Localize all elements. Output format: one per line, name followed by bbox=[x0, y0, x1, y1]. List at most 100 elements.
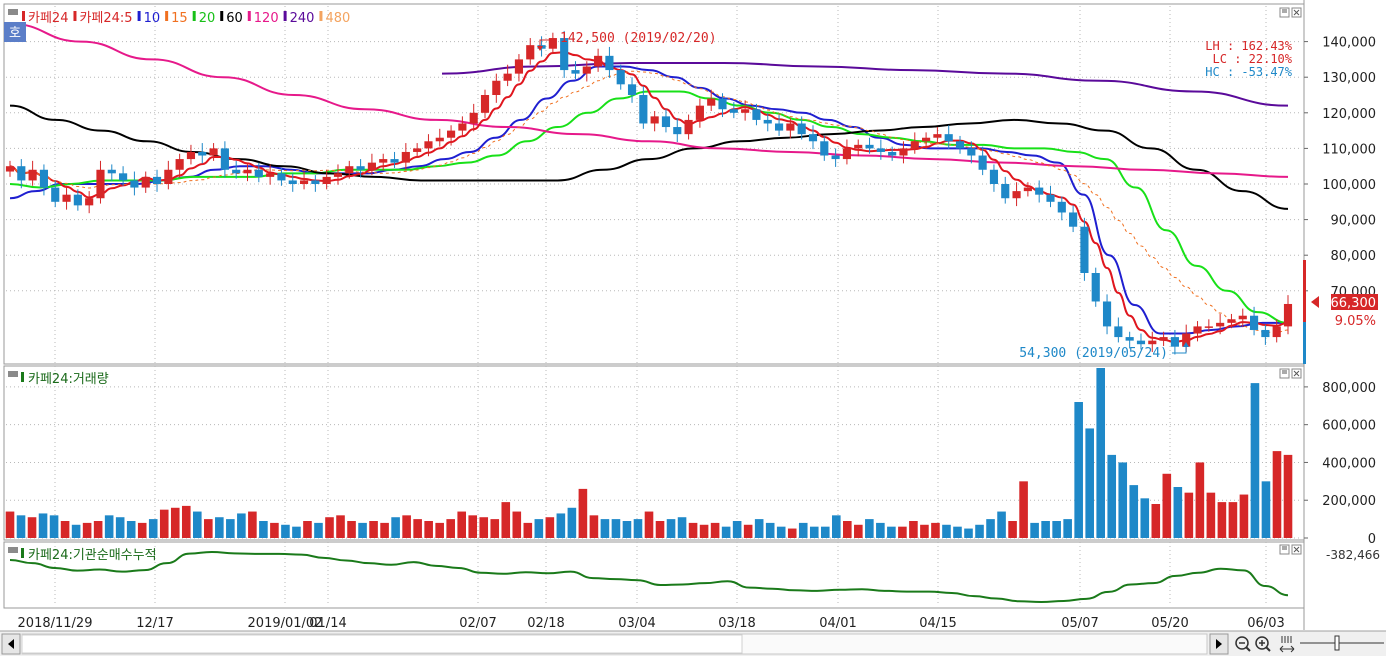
volume-bar bbox=[1162, 473, 1172, 538]
zoom-in-button[interactable] bbox=[1255, 636, 1271, 652]
candle bbox=[1136, 340, 1146, 345]
volume-bar bbox=[424, 521, 433, 538]
x-tick-label: 03/18 bbox=[718, 616, 755, 631]
volume-bar bbox=[204, 519, 213, 538]
legend-swatch-1 bbox=[73, 11, 77, 21]
candle bbox=[1227, 319, 1236, 323]
candle bbox=[842, 148, 851, 160]
volume-bar bbox=[975, 524, 984, 538]
candle bbox=[413, 148, 422, 152]
candle bbox=[17, 166, 26, 181]
x-tick-label: 05/07 bbox=[1061, 616, 1098, 631]
volume-bar bbox=[1261, 481, 1271, 538]
candle bbox=[141, 176, 150, 188]
institution-line bbox=[9, 550, 1289, 604]
candle bbox=[435, 137, 444, 142]
candle bbox=[186, 151, 196, 160]
volume-bar bbox=[1151, 504, 1161, 538]
volume-bar bbox=[71, 524, 81, 538]
candle bbox=[220, 148, 229, 170]
volume-bar bbox=[699, 524, 709, 538]
zoom-out-icon bbox=[1235, 636, 1249, 650]
candle bbox=[469, 112, 478, 124]
scroll-right-button[interactable] bbox=[1209, 633, 1229, 655]
volume-bar bbox=[589, 515, 599, 538]
candle bbox=[367, 162, 376, 170]
volume-bar bbox=[1107, 454, 1117, 538]
bar-width-button[interactable] bbox=[1279, 636, 1295, 653]
candle bbox=[492, 80, 501, 95]
x-tick-label: 02/18 bbox=[527, 616, 564, 631]
scroll-thumb[interactable] bbox=[21, 634, 743, 654]
candle bbox=[741, 109, 750, 113]
candle bbox=[390, 159, 399, 163]
volume-bar bbox=[336, 515, 345, 538]
volume-panel-controls[interactable] bbox=[1279, 368, 1302, 379]
candle bbox=[424, 141, 433, 149]
legend-item-3[interactable]: 15 bbox=[171, 11, 188, 26]
candle bbox=[130, 180, 139, 188]
candle bbox=[1125, 337, 1134, 341]
volume-bar bbox=[953, 526, 962, 538]
zoom-slider-handle[interactable] bbox=[1334, 635, 1340, 651]
ho-badge-label: 호 bbox=[9, 26, 21, 41]
volume-bar bbox=[248, 511, 257, 538]
scroll-left-button[interactable] bbox=[1, 633, 21, 655]
legend-item-8[interactable]: 480 bbox=[325, 11, 350, 26]
ho-badge[interactable]: 호 bbox=[4, 22, 26, 42]
price-legend: 카페24 카페24:5 10 15 20 60 120 240 480 bbox=[8, 9, 350, 26]
volume-bar bbox=[358, 522, 367, 538]
legend-swatch-5 bbox=[220, 11, 224, 21]
candle bbox=[774, 123, 784, 131]
volume-bar bbox=[226, 519, 235, 538]
volume-bar bbox=[369, 521, 378, 538]
candle bbox=[503, 73, 512, 81]
high-annotation: 142,500 (2019/02/20) bbox=[537, 31, 717, 51]
candle bbox=[232, 169, 241, 174]
legend-item-2[interactable]: 10 bbox=[144, 11, 161, 26]
price-panel-controls[interactable] bbox=[1279, 7, 1302, 18]
legend-item-1[interactable]: 카페24:5 bbox=[79, 11, 132, 26]
volume-bar bbox=[1063, 519, 1072, 538]
candle bbox=[673, 127, 682, 135]
candle bbox=[944, 134, 953, 142]
volume-bar bbox=[876, 522, 885, 538]
candle bbox=[333, 173, 343, 177]
volume-bar bbox=[633, 519, 643, 538]
volume-bar bbox=[303, 521, 312, 538]
candle bbox=[1114, 326, 1123, 338]
candle bbox=[627, 84, 637, 95]
volume-bar bbox=[534, 519, 544, 538]
legend-item-4[interactable]: 20 bbox=[199, 11, 216, 26]
candle bbox=[571, 70, 580, 74]
candle bbox=[978, 155, 987, 170]
low-label: 54,300 (2019/05/24) bbox=[1019, 346, 1168, 361]
volume-bar bbox=[468, 515, 478, 538]
x-tick-label: 12/17 bbox=[136, 616, 173, 631]
volume-bar bbox=[556, 513, 566, 538]
volume-bar bbox=[688, 522, 698, 538]
price-tag-label: 66,300 bbox=[1331, 296, 1377, 311]
candle bbox=[480, 95, 490, 113]
volume-bar bbox=[93, 521, 103, 538]
zoom-out-button[interactable] bbox=[1235, 636, 1251, 652]
legend-item-6[interactable]: 120 bbox=[254, 11, 279, 26]
legend-item-7[interactable]: 240 bbox=[290, 11, 315, 26]
candle bbox=[96, 169, 105, 199]
candle bbox=[1249, 315, 1259, 330]
volume-bar bbox=[809, 526, 819, 538]
candle bbox=[865, 144, 874, 149]
legend-item-0[interactable]: 카페24 bbox=[28, 11, 68, 26]
candle bbox=[447, 130, 456, 138]
volume-bar bbox=[942, 524, 951, 538]
x-tick-label: 04/01 bbox=[819, 616, 856, 631]
ma-120-line bbox=[9, 22, 1289, 178]
candle bbox=[119, 173, 128, 181]
institution-panel-controls[interactable] bbox=[1279, 544, 1302, 555]
volume-bar bbox=[655, 521, 665, 538]
zoom-slider[interactable] bbox=[1300, 635, 1384, 651]
volume-bar bbox=[413, 519, 422, 538]
low-annotation: 54,300 (2019/05/24) bbox=[1019, 342, 1189, 361]
legend-item-5[interactable]: 60 bbox=[226, 11, 243, 26]
